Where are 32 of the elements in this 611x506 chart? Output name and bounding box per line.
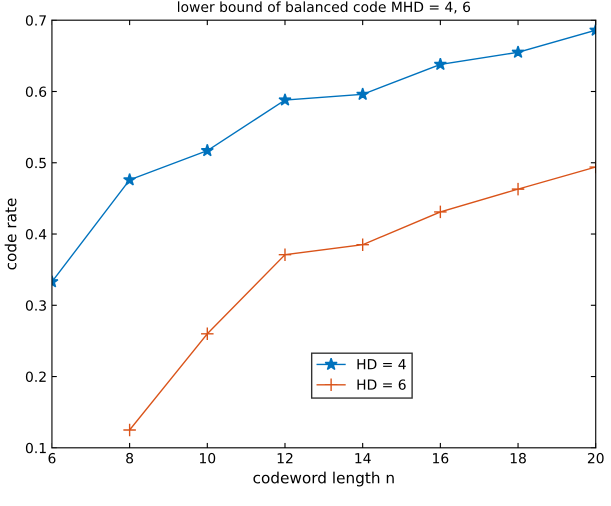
point (200, 144, 214, 156)
point (511, 45, 525, 58)
x-tick-label: 8 (126, 452, 134, 464)
y-tick-label: 0.5 (26, 158, 46, 168)
y-tick-label: 0.1 (26, 442, 46, 454)
y-tick-label: 0.6 (26, 86, 46, 97)
x-axis-title: codeword length n (253, 472, 394, 486)
point (511, 182, 525, 196)
x-tick-label: 18 (510, 452, 526, 464)
x-tick-label: 14 (355, 453, 371, 464)
point (356, 238, 370, 252)
x-tick-label: 10 (200, 452, 216, 464)
x-tick-label: 16 (433, 452, 448, 464)
x-tick-label: 20 (588, 452, 604, 464)
point (278, 248, 292, 262)
legend-label: HD = 6 (357, 379, 406, 390)
point (433, 204, 448, 219)
chart-title: lower bound of balanced code MHD = 4, 6 (178, 1, 470, 14)
point (356, 87, 370, 100)
x-tick-label: 6 (48, 452, 56, 464)
y-tick-label: 0.3 (26, 300, 46, 311)
point (122, 172, 136, 186)
x-tick-label: 12 (278, 452, 292, 464)
point (434, 57, 447, 70)
point (200, 326, 214, 341)
y-tick-label: 0.4 (26, 228, 46, 240)
y-axis-title: code rate (4, 198, 16, 270)
legend-label: HD = 4 (357, 359, 406, 370)
y-tick-label: 0.7 (26, 15, 46, 26)
point (122, 423, 137, 437)
point (278, 93, 292, 106)
y-tick-label: 0.2 (26, 372, 46, 382)
